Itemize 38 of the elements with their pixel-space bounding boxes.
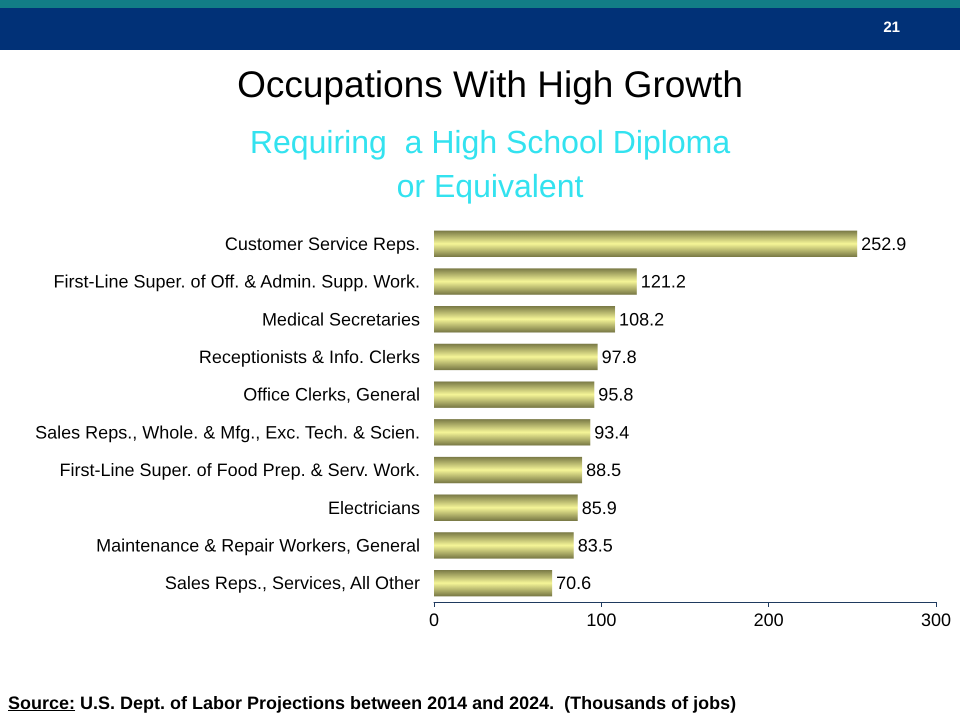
text: 21 [883,19,900,36]
y-tick-label: Maintenance & Repair Workers, General [96,535,420,556]
source-note: Source: U.S. Dept. of Labor Projections between 2014 and 2024. (Thousands of jobs) [8,693,736,714]
chart-subtitle: Requiring a High School Diploma or Equivalent [248,123,732,206]
data-label: 95.8 [598,384,634,405]
y-tick-label: First-Line Super. of Off. & Admin. Supp. Work. [54,272,420,292]
bar [434,306,616,332]
bar [434,344,598,370]
y-tick-label: Medical Secretaries [262,309,420,330]
bar [434,532,574,559]
bar [434,456,582,484]
y-tick-label: Sales Reps., Whole. & Mfg., Exc. Tech. & Scien. [35,422,420,442]
x-tick-label: 0 [428,610,440,630]
bar [434,570,552,596]
data-label: 121.2 [640,272,686,292]
chart-title: Occupations With High Growth [236,64,744,106]
bar [434,419,590,446]
data-label: 88.5 [586,460,622,480]
data-label: 97.8 [602,346,637,367]
y-tick-label: First-Line Super. of Food Prep. & Serv. Work. [60,460,420,480]
data-label: 93.4 [594,422,630,442]
bar [434,268,637,295]
data-label: 252.9 [861,234,906,254]
data-label: 83.5 [578,535,613,556]
y-tick-label: Office Clerks, General [243,384,420,405]
bar [434,230,858,258]
y-tick-label: Customer Service Reps. [224,234,420,254]
data-label: 70.6 [556,573,592,594]
y-tick-label: Electricians [328,498,420,518]
x-tick-label: 200 [754,610,784,630]
x-tick-label: 300 [920,610,952,630]
data-label: 85.9 [582,498,617,518]
x-tick-label: 100 [586,610,616,630]
y-tick-label: Sales Reps., Services, All Other [164,573,420,594]
bar [434,381,594,408]
bar [434,494,578,521]
y-tick-label: Receptionists & Info. Clerks [198,346,420,367]
data-label: 108.2 [619,309,664,330]
